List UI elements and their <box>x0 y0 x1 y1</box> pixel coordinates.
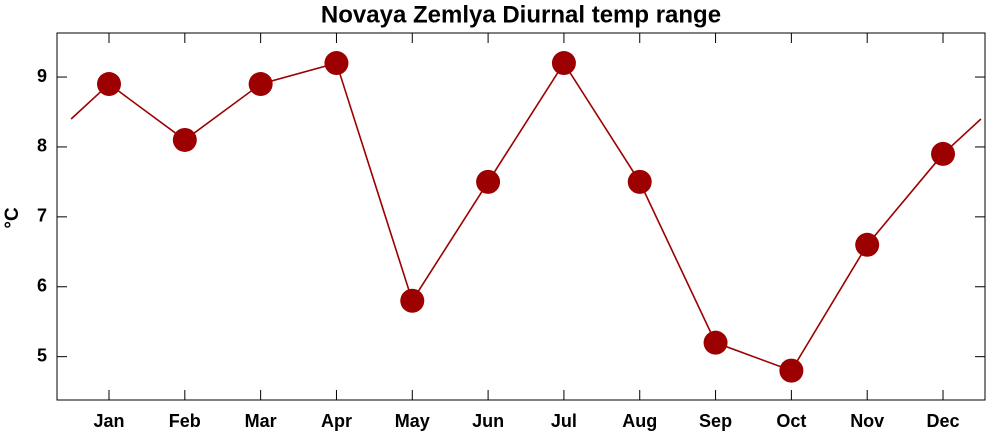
x-tick-label: Nov <box>850 411 884 431</box>
x-tick-label: Sep <box>699 411 732 431</box>
y-tick-label: 9 <box>37 66 47 86</box>
point <box>400 288 425 313</box>
point <box>779 358 804 383</box>
y-tick-label: 5 <box>37 345 47 365</box>
point <box>324 51 349 76</box>
point <box>172 127 197 152</box>
y-tick-label: 8 <box>37 136 47 156</box>
y-tick-label: 7 <box>37 206 47 226</box>
point <box>703 330 728 355</box>
line <box>108 61 944 372</box>
x-tick-label: May <box>395 411 430 431</box>
chart-title: Novaya Zemlya Diurnal temp range <box>321 1 721 28</box>
x-tick-label: Oct <box>776 411 806 431</box>
point <box>855 232 880 257</box>
point <box>248 72 273 97</box>
x-tick-label: Feb <box>169 411 201 431</box>
point <box>97 72 121 97</box>
x-tick-label: Jun <box>472 411 504 431</box>
x-tick-label: Mar <box>245 411 277 431</box>
x-tick-label: Dec <box>927 411 960 431</box>
plot-frame <box>56 32 986 401</box>
point <box>476 169 501 194</box>
x-tick-label: Jan <box>93 411 124 431</box>
y-tick-label: 6 <box>37 276 47 296</box>
y-axis-label: °C <box>2 207 23 229</box>
point <box>931 141 956 166</box>
x-tick-label: Jul <box>551 411 577 431</box>
x-tick-label: Aug <box>622 411 657 431</box>
point <box>551 51 576 76</box>
point <box>627 169 652 194</box>
x-tick-label: Apr <box>321 411 352 431</box>
